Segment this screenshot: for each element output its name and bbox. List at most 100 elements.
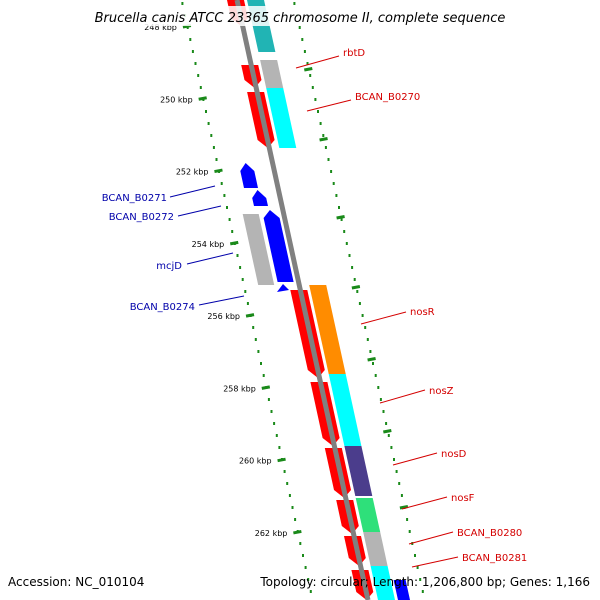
track-dot (421, 590, 424, 593)
label-leader-line (408, 531, 454, 545)
track-dot (301, 38, 304, 41)
track-dot (393, 458, 395, 461)
track-dot (270, 410, 273, 413)
track-dot (348, 254, 351, 257)
track-dot (398, 482, 401, 485)
track-dot (194, 62, 197, 65)
tick-label: 256 kbp (207, 312, 240, 321)
track-dot (372, 362, 374, 365)
label-leader-line (198, 295, 245, 306)
track-dot (309, 74, 312, 77)
tick-mark (293, 529, 302, 535)
track-dot (286, 482, 289, 485)
gene-block-cyan (370, 566, 395, 600)
track-dot (330, 170, 333, 173)
tick-label: 260 kbp (239, 457, 272, 466)
track-dot (358, 302, 361, 305)
track-dot (406, 518, 409, 521)
track-dot (356, 290, 359, 293)
gene-block-cyan (266, 88, 297, 148)
track-dot (332, 182, 335, 185)
gene-label: nosR (410, 307, 435, 318)
track-dot (220, 182, 223, 185)
gene-block-blue (393, 580, 410, 600)
tick-mark (277, 457, 286, 463)
track-dot (244, 290, 247, 293)
tick-label: 258 kbp (223, 384, 256, 393)
track-dot (306, 62, 309, 65)
tick-mark (351, 285, 361, 290)
track-dot (364, 326, 367, 329)
accession-text: Accession: NC_010104 (8, 575, 144, 589)
track-dot (311, 86, 314, 89)
gene-label: nosF (451, 493, 475, 504)
track-dot (223, 194, 226, 197)
track-dot (241, 278, 244, 281)
track-dot (327, 158, 330, 161)
track-dot (414, 554, 416, 557)
gene-label: mcjD (156, 261, 182, 272)
track-dot (191, 50, 194, 53)
track-dot (239, 266, 242, 269)
label-leader-line (169, 185, 216, 198)
gene-block-blue (263, 210, 294, 282)
track-dot (382, 410, 385, 413)
tick-mark (214, 168, 223, 174)
track-dot (379, 398, 382, 401)
tick-label: 262 kbp (255, 529, 288, 538)
track-dot (361, 314, 364, 317)
gene-label: nosZ (429, 386, 454, 397)
chromosome-backbone (234, 0, 371, 600)
track-dot (317, 110, 319, 113)
tick-label: 254 kbp (192, 240, 225, 249)
track-dot (369, 350, 372, 353)
label-leader-line (360, 311, 407, 325)
gene-block-blue (277, 284, 289, 292)
track-dot (303, 50, 306, 53)
track-dot (353, 278, 356, 281)
track-dot (319, 122, 322, 125)
track-dot (302, 554, 304, 557)
track-dot (189, 38, 192, 41)
track-dot (395, 470, 398, 473)
track-dot (293, 2, 296, 5)
tick-mark (367, 357, 376, 362)
track-dot (267, 398, 270, 401)
gene-labels: rbtD BCAN_B0270 BCAN_B0271 BCAN_B0272 mcjD BC… (102, 48, 527, 568)
track-dot (390, 446, 393, 449)
tick-label: 252 kbp (176, 168, 209, 177)
gene-block-gray (363, 532, 388, 566)
track-dot (181, 2, 184, 5)
track-dot (212, 146, 215, 149)
track-dot (304, 566, 307, 569)
track-dot (262, 374, 265, 377)
label-leader-line (295, 55, 340, 69)
track-dot (205, 110, 207, 113)
gene-label: rbtD (343, 48, 365, 59)
tick-mark (229, 240, 239, 246)
track-dot (226, 206, 228, 209)
gene-label: BCAN_B0271 (102, 193, 167, 204)
gene-block-blue (240, 163, 258, 188)
gene-block-blue (252, 190, 268, 206)
label-leader-line (306, 99, 352, 112)
track-dot (199, 86, 202, 89)
track-dot (366, 338, 369, 341)
gene-block-purple (344, 446, 373, 496)
track-dot (387, 434, 390, 437)
track-dot (288, 494, 291, 497)
track-dot (246, 302, 249, 305)
track-dot (377, 386, 380, 389)
track-dot (408, 530, 411, 533)
map-title: Brucella canis ATCC 23365 chromosome II,… (95, 11, 506, 26)
track-dot (400, 494, 403, 497)
gene-label: BCAN_B0280 (457, 528, 522, 539)
track-dot (283, 470, 286, 473)
gene-block-gray (260, 60, 284, 88)
track-dot (231, 230, 234, 233)
gene-block-gray (242, 214, 275, 285)
title-backdrop (80, 6, 520, 26)
track-dot (278, 446, 281, 449)
track-dot (385, 422, 388, 425)
